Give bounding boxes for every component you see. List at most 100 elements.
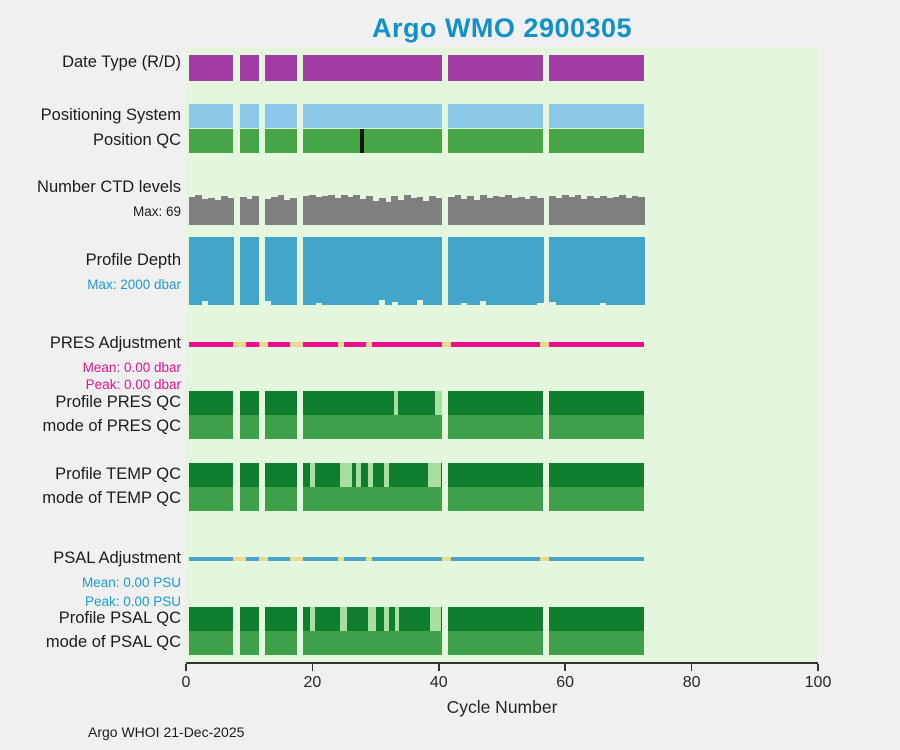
x-tick-mark (311, 664, 314, 671)
segment-profile_pres_qc (189, 391, 234, 415)
segment-profile_temp_qc (265, 463, 297, 487)
bar-ctd (530, 195, 538, 225)
bar-depth (283, 237, 291, 305)
segment-mode_psal_qc (265, 631, 297, 655)
label-mode-temp-qc: mode of TEMP QC (42, 489, 181, 507)
bar-ctd (448, 196, 456, 225)
segment-profile_temp_qc (189, 463, 234, 487)
label-profile-psal-qc: Profile PSAL QC (58, 609, 181, 627)
segment-profile_psal_qc (448, 607, 544, 631)
bar-depth (214, 237, 222, 305)
label-profile-pres-qc: Profile PRES QC (55, 393, 181, 411)
segment-date_type (549, 55, 645, 81)
label-profile-depth: Profile Depth (85, 251, 181, 269)
bar-ctd (410, 198, 418, 225)
bar-depth (581, 237, 588, 305)
bar-depth (340, 237, 348, 305)
segment-profile_temp_qc (549, 463, 645, 487)
segment-date_type (302, 55, 442, 81)
overlay-profile_temp_qc (384, 463, 390, 487)
bar-ctd (587, 196, 595, 225)
segment-profile_temp_qc (239, 463, 259, 487)
bar-ctd (486, 198, 493, 225)
segment-profile_pres_qc (265, 391, 297, 415)
chart-row-profile_psal_qc (186, 607, 818, 631)
bar-ctd (492, 195, 500, 225)
bar-ctd (265, 199, 272, 225)
bar-depth (423, 237, 430, 305)
bar-depth (492, 237, 500, 305)
bar-depth (448, 237, 456, 305)
bar-depth (372, 237, 380, 305)
segment-mode_psal_qc (302, 631, 442, 655)
bar-depth (404, 237, 411, 305)
bar-ctd (631, 196, 639, 225)
label-pres-mean: Mean: 0.00 dbar (82, 360, 181, 375)
bar-ctd (391, 196, 399, 225)
bar-depth (460, 237, 468, 304)
chart-row-mode_temp_qc (186, 487, 818, 511)
segment-positioning (239, 104, 259, 128)
label-mode-pres-qc: mode of PRES QC (42, 417, 181, 435)
x-axis: 0 20 40 60 80 100 (182, 664, 831, 704)
overlay-profile_temp_qc (428, 463, 441, 487)
bar-ctd (479, 195, 487, 225)
bar-depth (321, 237, 329, 305)
segment-profile_psal_qc (189, 607, 234, 631)
x-tick-mark (817, 664, 819, 671)
bar-ctd (618, 195, 626, 225)
segment-positioning (265, 104, 297, 128)
chart-row-psal_adj (186, 557, 818, 561)
segment-profile_pres_qc (448, 391, 544, 415)
bar-depth (562, 237, 569, 305)
bar-ctd (328, 195, 335, 225)
bar-ctd (423, 200, 430, 225)
bar-depth (505, 237, 512, 305)
bar-depth (252, 237, 260, 305)
bar-depth (593, 237, 601, 305)
bar-depth (637, 237, 645, 305)
bar-depth (315, 237, 323, 304)
segment-mode_pres_qc (239, 415, 259, 439)
bar-depth (195, 237, 203, 305)
label-psal-adjustment: PSAL Adjustment (53, 549, 181, 567)
bar-depth (290, 237, 298, 305)
segment-date_type (265, 55, 297, 81)
bar-ctd (214, 199, 222, 225)
segment-mode_temp_qc (549, 487, 645, 511)
chart-row-pres_adj (186, 342, 818, 347)
bar-ctd (505, 195, 512, 225)
label-profile-temp-qc: Profile TEMP QC (55, 465, 181, 483)
bar-depth (189, 237, 196, 305)
overlay-profile_psal_qc (429, 607, 441, 631)
label-positioning: Positioning System (40, 106, 181, 124)
segment-mode_pres_qc (549, 415, 645, 439)
bar-ctd (246, 198, 253, 225)
bar-depth (227, 237, 234, 305)
bar-ctd (283, 200, 291, 225)
bar-ctd (227, 198, 234, 225)
chart-row-ctd (186, 195, 818, 225)
bar-depth (574, 237, 582, 305)
x-tick-mark (564, 664, 566, 671)
x-tick-label: 40 (429, 674, 448, 691)
segment-positioning (549, 104, 645, 128)
segment-position_qc (549, 129, 645, 153)
bar-depth (378, 237, 386, 300)
segment-profile_pres_qc (239, 391, 259, 415)
bar-ctd (574, 195, 582, 225)
footer-credit: Argo WHOI 21-Dec-2025 (88, 724, 245, 740)
bar-ctd (517, 196, 525, 225)
plot-area (186, 47, 818, 664)
bar-depth (467, 237, 475, 305)
chart-row-depth (186, 237, 818, 305)
bar-ctd (334, 198, 342, 225)
bar-depth (309, 237, 317, 305)
overlay-pres_adj (366, 342, 373, 347)
bar-depth (239, 237, 247, 305)
x-tick-label: 20 (303, 674, 322, 691)
bar-ctd (397, 199, 405, 225)
segment-mode_pres_qc (189, 415, 234, 439)
overlay-pres_adj (290, 342, 303, 347)
chart-row-profile_pres_qc (186, 391, 818, 415)
